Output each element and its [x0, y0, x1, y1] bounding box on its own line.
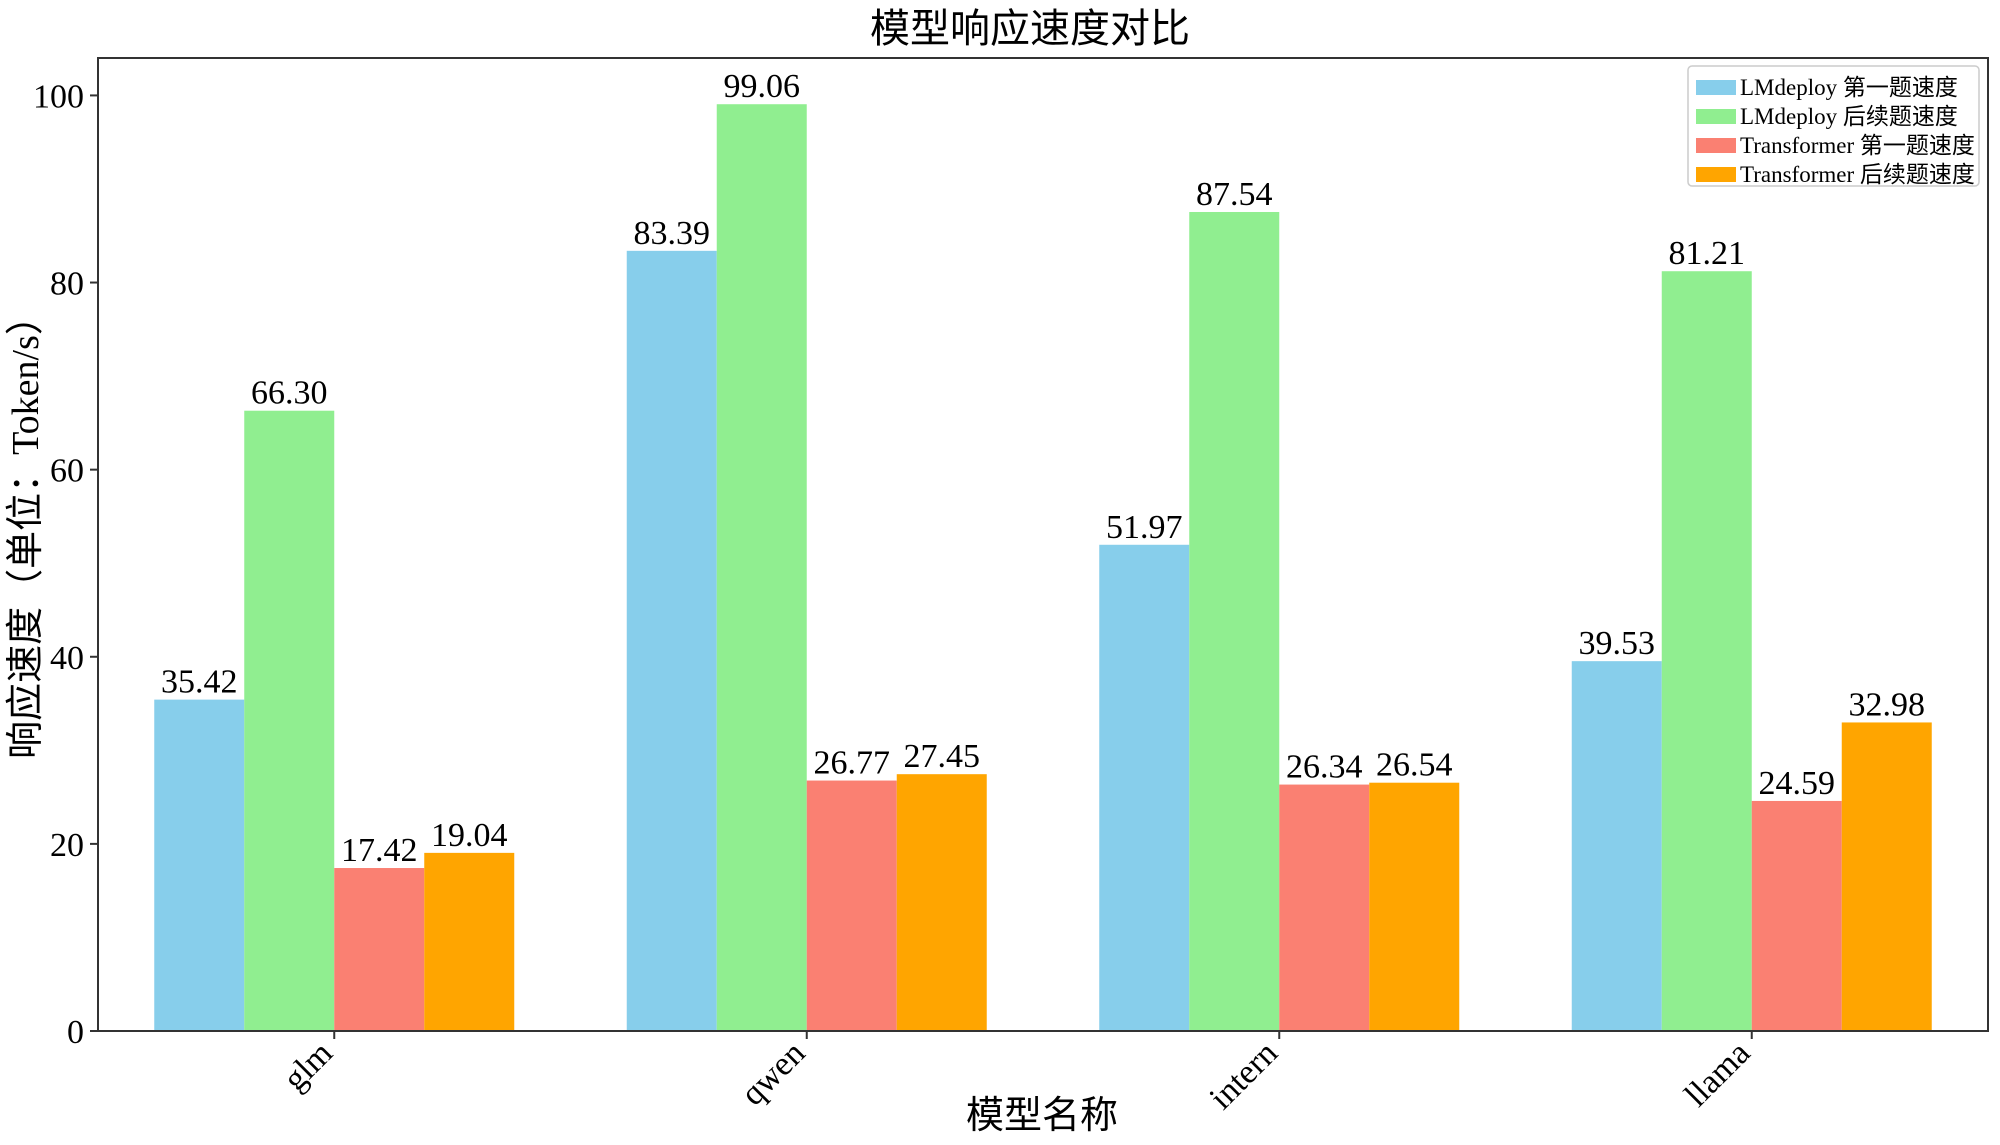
- data-label-intern-series-2: 87.54: [1196, 176, 1273, 213]
- bar-glm-series-2: [244, 410, 335, 1031]
- data-label-glm-series-3: 17.42: [341, 832, 418, 869]
- data-label-glm-series-4: 19.04: [431, 817, 508, 854]
- bar-glm-series-4: [424, 852, 515, 1031]
- bar-intern-series-1: [1099, 544, 1190, 1031]
- data-label-llama-series-2: 81.21: [1669, 235, 1746, 272]
- x-tick-label-qwen: qwen: [734, 1034, 812, 1112]
- data-label-qwen-series-3: 26.77: [814, 745, 891, 782]
- legend-swatch-3: [1696, 138, 1736, 153]
- y-tick-label-100: 100: [33, 78, 84, 115]
- data-label-llama-series-1: 39.53: [1579, 625, 1656, 662]
- data-label-intern-series-4: 26.54: [1376, 747, 1453, 784]
- x-tick-label-glm: glm: [276, 1034, 340, 1098]
- y-tick-label-80: 80: [50, 266, 84, 303]
- bar-glm-series-3: [334, 868, 425, 1031]
- bar-intern-series-2: [1189, 211, 1280, 1031]
- plot-frame: [97, 57, 1989, 1032]
- data-labels-layer: 35.42 66.30 17.42 19.04 83.39 99.06 26.77 27.45…: [161, 68, 1925, 869]
- x-tick-label-intern: intern: [1203, 1034, 1285, 1116]
- data-label-glm-series-1: 35.42: [161, 664, 238, 701]
- bar-intern-series-4: [1369, 782, 1460, 1031]
- legend-label-2: LMdeploy 后续题速度: [1740, 104, 1958, 129]
- y-tick-label-0: 0: [67, 1014, 84, 1051]
- legend-swatch-2: [1696, 109, 1736, 124]
- bars-layer: [154, 104, 1932, 1032]
- legend-label-4: Transformer 后续题速度: [1740, 162, 1975, 187]
- bar-qwen-series-2: [716, 104, 807, 1031]
- legend-swatch-1: [1696, 80, 1736, 95]
- data-label-intern-series-1: 51.97: [1106, 509, 1183, 546]
- bar-qwen-series-1: [626, 250, 717, 1032]
- y-tick-label-40: 40: [50, 640, 84, 677]
- legend-label-3: Transformer 第一题速度: [1740, 133, 1975, 158]
- x-axis-label: 模型名称: [966, 1095, 1118, 1137]
- data-label-llama-series-3: 24.59: [1759, 765, 1836, 802]
- bar-qwen-series-3: [806, 780, 897, 1031]
- y-axis-label: 响应速度（单位：Token/s）: [5, 297, 47, 759]
- legend-swatch-4: [1696, 167, 1736, 182]
- y-tick-label-60: 60: [50, 453, 84, 490]
- data-label-qwen-series-4: 27.45: [904, 738, 981, 775]
- bar-qwen-series-4: [896, 774, 987, 1031]
- bar-intern-series-3: [1279, 784, 1370, 1031]
- y-tick-label-20: 20: [50, 827, 84, 864]
- legend-label-1: LMdeploy 第一题速度: [1740, 75, 1958, 100]
- bar-glm-series-1: [154, 699, 245, 1031]
- bar-llama-series-4: [1841, 722, 1932, 1031]
- chart-title: 模型响应速度对比: [870, 6, 1190, 51]
- bar-llama-series-2: [1661, 271, 1752, 1031]
- data-label-intern-series-3: 26.34: [1286, 749, 1363, 786]
- bar-llama-series-3: [1751, 800, 1842, 1031]
- data-label-glm-series-2: 66.30: [251, 375, 328, 412]
- data-label-qwen-series-2: 99.06: [724, 68, 801, 105]
- legend-box: [1687, 65, 1980, 187]
- legend: LMdeploy 第一题速度 LMdeploy 后续题速度 Transformer …: [1687, 65, 1980, 187]
- data-label-llama-series-4: 32.98: [1849, 686, 1926, 723]
- bar-llama-series-1: [1571, 661, 1662, 1031]
- data-label-qwen-series-1: 83.39: [634, 215, 711, 252]
- x-tick-label-llama: llama: [1678, 1034, 1758, 1114]
